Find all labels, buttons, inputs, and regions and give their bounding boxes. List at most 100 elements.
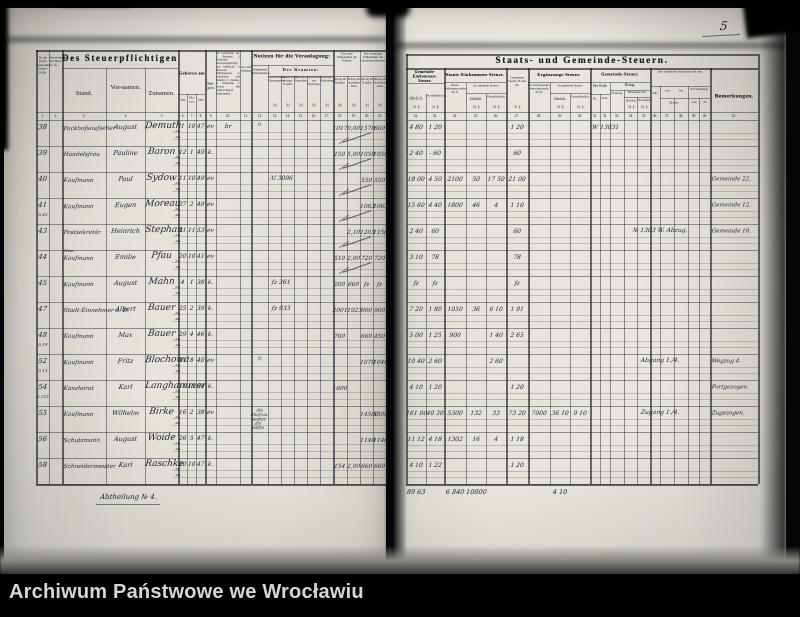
- rule-line: [406, 132, 758, 134]
- rule-line: [240, 50, 241, 484]
- rule-line: [406, 68, 758, 70]
- rule-line: [62, 68, 178, 69]
- rule-line: [36, 354, 386, 355]
- rule-line: [172, 132, 386, 133]
- cell-steuer-betrag: 1 20: [509, 124, 525, 131]
- page-title: Staats- und Gemeinde-Steuern.: [495, 56, 669, 66]
- cell-religion: k.: [207, 461, 214, 468]
- rule-line: [590, 68, 592, 484]
- cell-stand: Schneidermeister: [63, 462, 117, 470]
- rule-line: [172, 392, 386, 393]
- column-header-label: Tag.: [179, 98, 186, 102]
- rule-line: [36, 224, 386, 225]
- rule-line: [406, 477, 758, 478]
- rule-line: [36, 406, 386, 407]
- rule-line: [637, 97, 638, 484]
- cell-betrag: 1570: [359, 124, 375, 132]
- rule-line: [699, 98, 700, 484]
- rule-line: [406, 54, 408, 484]
- rule-line: [406, 262, 758, 264]
- cell-stand: Kaufmann: [63, 202, 95, 210]
- column-number: 37.: [664, 113, 670, 118]
- rule-line: [406, 444, 758, 446]
- rule-line: [406, 425, 758, 426]
- column-header-label: Bemerkungen.: [714, 93, 754, 99]
- cell-steuer-betrag: 78: [512, 254, 522, 261]
- rule-line: [172, 184, 386, 185]
- scan-artifact: [366, 0, 410, 17]
- cell-steuer-betrag: 4 80: [408, 124, 424, 131]
- table-group-header: Ergänzungs-Steuer.: [537, 72, 581, 77]
- rule-line: [486, 94, 487, 484]
- cell-vorname: Emilie: [114, 252, 137, 262]
- column-header-label: Gebäudesteuer-Nutzungswert.: [268, 76, 287, 83]
- cell-religion: k.: [207, 435, 214, 442]
- column-header-label: ℳ: [337, 103, 343, 108]
- row-margin-note: A 115: [36, 394, 49, 400]
- sub-row-label: Abg.: [175, 136, 181, 139]
- column-header-label: Stand.: [75, 90, 93, 97]
- cell-betrag: 1923: [346, 306, 362, 314]
- column-header-label: Zu zahlende Steuer:: [473, 84, 499, 88]
- column-number: 28.: [536, 113, 542, 118]
- column-header-label: Zusammen Spalte 23 und 26.: [508, 76, 526, 87]
- sub-row-label: Zug.: [175, 311, 181, 315]
- rule-line: [406, 172, 758, 173]
- rule-line: [406, 165, 758, 166]
- cell-betrag: 1017: [332, 124, 348, 132]
- rule-line: [406, 470, 758, 472]
- rule-line: [406, 184, 758, 186]
- rule-line: [406, 288, 758, 290]
- sub-row-label: Abg.: [175, 266, 181, 269]
- table-group-header: Des Steuerpflichtigen: [62, 53, 178, 63]
- archive-watermark: Archiwum Państwowe we Wrocławiu: [9, 581, 364, 603]
- cell-betrag: 150: [333, 150, 346, 158]
- rule-line: [172, 288, 386, 289]
- column-header-label: Vierteljährlich.: [570, 95, 590, 99]
- cell-vermerk: № 1303 W. Abzug.: [632, 227, 688, 234]
- rule-line: [600, 94, 601, 484]
- row-number: 43: [37, 227, 48, 235]
- cell-vorname: Max: [117, 330, 134, 340]
- rule-line: [688, 98, 710, 99]
- rule-line: [62, 50, 64, 484]
- summary-value: 10800: [465, 488, 488, 496]
- summary-value: 4 10: [552, 488, 568, 496]
- cell-steuer-betrag: 10 40: [407, 358, 426, 365]
- rule-line: [172, 444, 386, 445]
- rule-line: [506, 68, 508, 484]
- cell-steuer-betrag: 16: [471, 436, 481, 443]
- row-margin-note: A 13: [37, 368, 48, 374]
- column-number: 16.: [311, 113, 316, 118]
- cell-religion: ev: [206, 409, 215, 416]
- cell-stand: Postsekretär: [63, 228, 102, 236]
- column-number: 8.: [199, 113, 202, 118]
- column-header-label: Zu veranlagendes Vermögen mehr als ℳ: [528, 84, 550, 94]
- cell-steuer-betrag: 1 20: [427, 124, 443, 131]
- sub-row-label: Zug.: [175, 363, 181, 367]
- sub-row-label: Abg.: [175, 162, 181, 165]
- column-number: 30.: [577, 113, 583, 118]
- cell-steuer-betrag: 1800: [447, 202, 464, 209]
- cell-religion: ev: [206, 227, 215, 234]
- rule-line: [444, 82, 506, 83]
- currency-unit: ℳ ₰: [627, 105, 634, 109]
- column-number: 4.: [124, 113, 127, 118]
- table-group-header: Erhebungs-Soll.: [627, 91, 647, 94]
- rule-line: [406, 458, 758, 459]
- column-number: 13.: [272, 113, 277, 118]
- cell-zuname: Mahn: [147, 276, 176, 288]
- cell-steuer-betrag: 1050: [447, 306, 464, 313]
- cell-zuname: Sydow: [145, 172, 178, 184]
- cell-bemerkung: fz: [257, 355, 262, 361]
- sub-row-label: Zug.: [175, 441, 181, 445]
- scan-artifact: [0, 0, 8, 150]
- rule-line: [172, 476, 386, 478]
- cell-steuer-betrag: 78: [430, 254, 440, 261]
- rule-line: [406, 158, 758, 160]
- cell-steuer-betrag: 1 25: [427, 332, 443, 339]
- cell-zuname: Moreau: [144, 198, 182, 210]
- rule-line: [406, 321, 758, 322]
- column-number: 20.: [364, 113, 369, 118]
